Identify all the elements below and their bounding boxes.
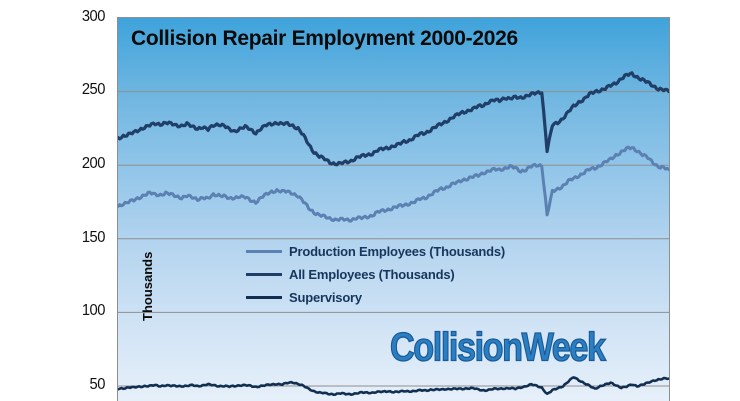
chart-plot-area: Collision Repair Employment 2000-2026 Th… [117,17,670,401]
production-line-swatch [246,249,282,253]
employment-line-chart [118,71,669,397]
legend-label-production: Production Employees (Thousands) [289,243,506,259]
series-line-production [118,145,669,223]
legend-label-all-employees: All Employees (Thousands) [289,266,455,282]
legend-item-production: Production Employees (Thousands) [246,243,505,259]
legend-item-supervisory: Supervisory [246,289,505,305]
collisionweek-watermark: CollisionWeek [389,323,606,370]
y-tick-150: 150 [81,229,106,246]
legend-label-supervisory: Supervisory [289,289,362,305]
y-tick-50: 50 [89,376,106,393]
series-line-all [118,71,669,167]
y-tick-100: 100 [81,302,106,319]
y-tick-200: 200 [81,155,106,172]
supervisory-line-swatch [246,295,282,299]
chart-title: Collision Repair Employment 2000-2026 [131,27,518,50]
all-employees-line-swatch [246,272,282,276]
legend-item-all-employees: All Employees (Thousands) [246,266,505,282]
y-tick-300: 300 [81,8,106,25]
y-tick-250: 250 [81,81,106,98]
series-line-supervisory [118,376,669,397]
chart-legend: Production Employees (Thousands) All Emp… [246,243,505,312]
y-axis-label: Thousands [140,251,155,321]
